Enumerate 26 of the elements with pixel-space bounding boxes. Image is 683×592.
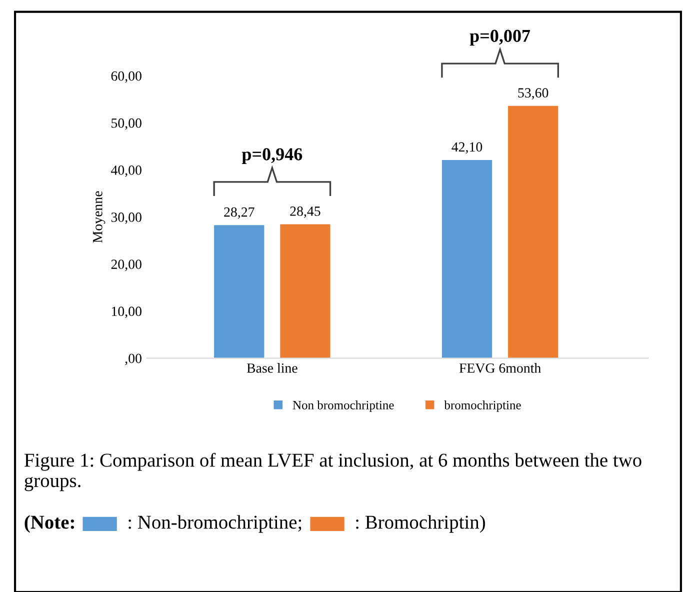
bar (280, 224, 330, 358)
annotation: p=0,946 (242, 148, 302, 164)
y-tick-label: 20,00 (111, 260, 142, 271)
x-tick-label: Base line (246, 363, 298, 373)
text: (Note: (24, 515, 74, 533)
data-label: 42,10 (452, 142, 482, 154)
bar (214, 225, 264, 358)
bar (442, 160, 492, 358)
data-label: 53,60 (518, 88, 548, 100)
y-tick-label: 10,00 (112, 306, 142, 318)
y-tick-label: 50,00 (112, 118, 142, 130)
text: : Bromochriptin) (356, 515, 485, 533)
y-axis-title: Moyenne (93, 191, 106, 243)
caption: Figure 1: Comparison of mean LVEF at inclusion, at 6 months between the two groups. (24, 452, 642, 492)
legend-label: Non bromochriptine (292, 400, 394, 412)
y-tick-label: 30,00 (111, 212, 142, 224)
x-tick-label: FEVG 6month (459, 363, 541, 373)
data-label: 28,45 (290, 206, 320, 218)
text: : Non-bromochriptine; (128, 515, 302, 533)
data-label: 28,27 (224, 207, 254, 219)
y-tick-label: ,00 (125, 354, 142, 366)
y-tick-label: 60,00 (111, 71, 142, 83)
legend-label: bromochriptine (444, 400, 521, 412)
y-tick-label: 40,00 (111, 165, 142, 177)
text: p=0,007 (470, 30, 530, 46)
bar (508, 106, 558, 358)
